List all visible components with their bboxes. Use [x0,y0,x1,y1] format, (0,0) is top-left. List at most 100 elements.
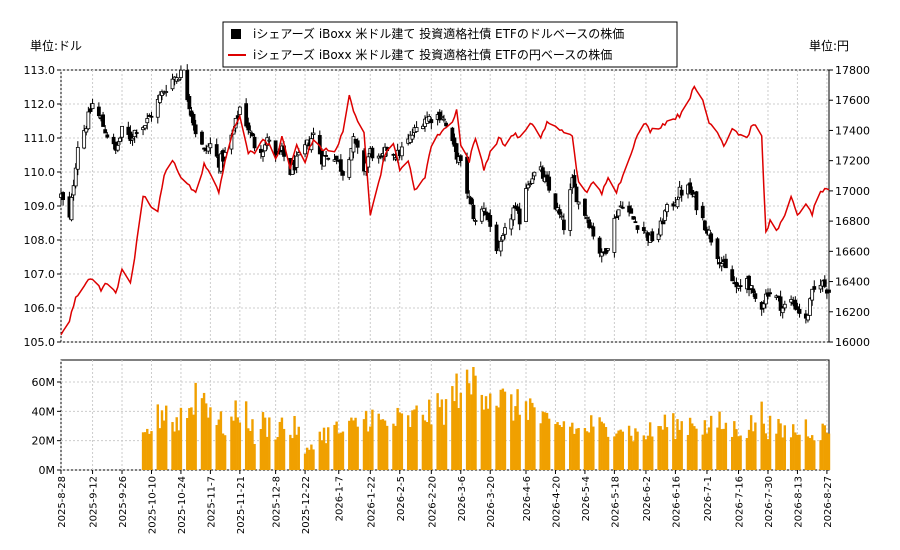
volume-bar [510,394,513,470]
volume-bar [312,449,315,470]
volume-bar [322,427,326,470]
candle-body [454,143,459,160]
volume-bar [158,428,162,470]
candle-body [479,208,484,222]
x-tick-label: 2025-9-26 [118,476,129,528]
volume-bar [217,419,221,470]
volume-bar [188,408,191,470]
volume-tick-label: 20M [32,435,56,448]
candle-body [61,192,66,201]
candle-body [126,126,131,135]
candle-body [612,217,617,253]
x-tick-label: 2025-12-8 [272,476,283,528]
candle-body [200,131,204,145]
volume-bar [162,420,166,470]
volume-bar [251,419,254,470]
volume-bar [381,419,385,470]
x-tick-label: 2025-11-7 [206,476,217,528]
candle-body [452,137,457,147]
candle-body [176,78,181,82]
x-tick-label: 2026-4-6 [522,476,533,521]
volume-bar [556,422,559,470]
candle-body [524,188,528,222]
volume-bar [278,421,282,470]
volume-bar [177,430,181,470]
candle-body [143,125,148,129]
volume-bar [415,405,418,470]
volume-bar [779,423,782,470]
candle-body [694,191,699,211]
candle-body [118,137,122,142]
x-tick-label: 2025-8-28 [57,476,68,528]
volume-bar [274,439,277,470]
volume-bar [701,434,704,470]
volume-bar [825,432,829,470]
volume-bar [575,428,578,470]
candle-body [679,189,684,196]
volume-bar [543,412,547,470]
volume-bar [409,426,412,470]
candle-body [530,178,535,184]
price-panel: 105.0 106.0 107.0 108.0 109.0 110.0 111.0 112.0… [24,64,871,349]
candle-body [120,125,124,138]
volume-bar [733,421,736,470]
volume-bar [354,417,357,470]
candle-body [473,220,478,222]
volume-bar [400,413,404,470]
candle-body [71,185,76,196]
candle-body [185,70,190,101]
candle-body [437,111,442,121]
volume-bar [558,425,561,470]
volume-bar [695,428,698,470]
volume-bar [268,417,271,470]
volume-bar [680,421,683,470]
volume-bar [621,431,624,470]
volume-bar [823,425,826,470]
volume-bar [606,436,610,470]
candle-body [822,279,827,287]
volume-bar [223,435,227,470]
candle-body [193,124,198,135]
candle-body [511,207,516,221]
candle-body [547,176,552,191]
volume-bar [143,432,147,470]
candle-body [576,201,581,205]
volume-bar [148,433,151,470]
volume-bar [663,414,667,470]
volume-bar [674,439,677,470]
candle-body [82,130,87,149]
volume-bar [798,434,801,470]
volume-bar [356,426,359,470]
volume-bar [737,436,740,470]
volume-bar [457,408,460,470]
right-tick-label: 16400 [835,276,870,289]
candle-body [450,127,455,142]
candle-body [332,159,337,162]
candle-body [84,128,89,133]
volume-bar [266,436,269,470]
candle-body [208,143,213,149]
x-tick-label: 2026-2-20 [427,476,438,528]
candle-body [574,186,579,203]
volume-bar [190,407,193,470]
right-tick-label: 16000 [835,336,870,349]
volume-bar [438,407,441,470]
right-tick-label: 17000 [835,185,870,198]
volume-bar [341,431,345,470]
volume-bar [379,419,383,470]
x-tick-label: 2026-6-16 [671,476,682,528]
candle-body [141,127,145,131]
candle-body [717,262,722,265]
candle-body [690,189,695,196]
volume-bar [369,426,372,470]
volume-tick-label: 0M [39,464,56,477]
volume-bar [324,443,328,470]
volume-bar [661,429,664,470]
candle-body [753,293,758,299]
volume-bar [436,393,439,470]
candle-body [170,78,175,90]
volume-bar [320,440,324,470]
candle-body [620,206,625,209]
candle-body [214,144,219,157]
x-tick-label: 2026-3-6 [457,476,468,521]
